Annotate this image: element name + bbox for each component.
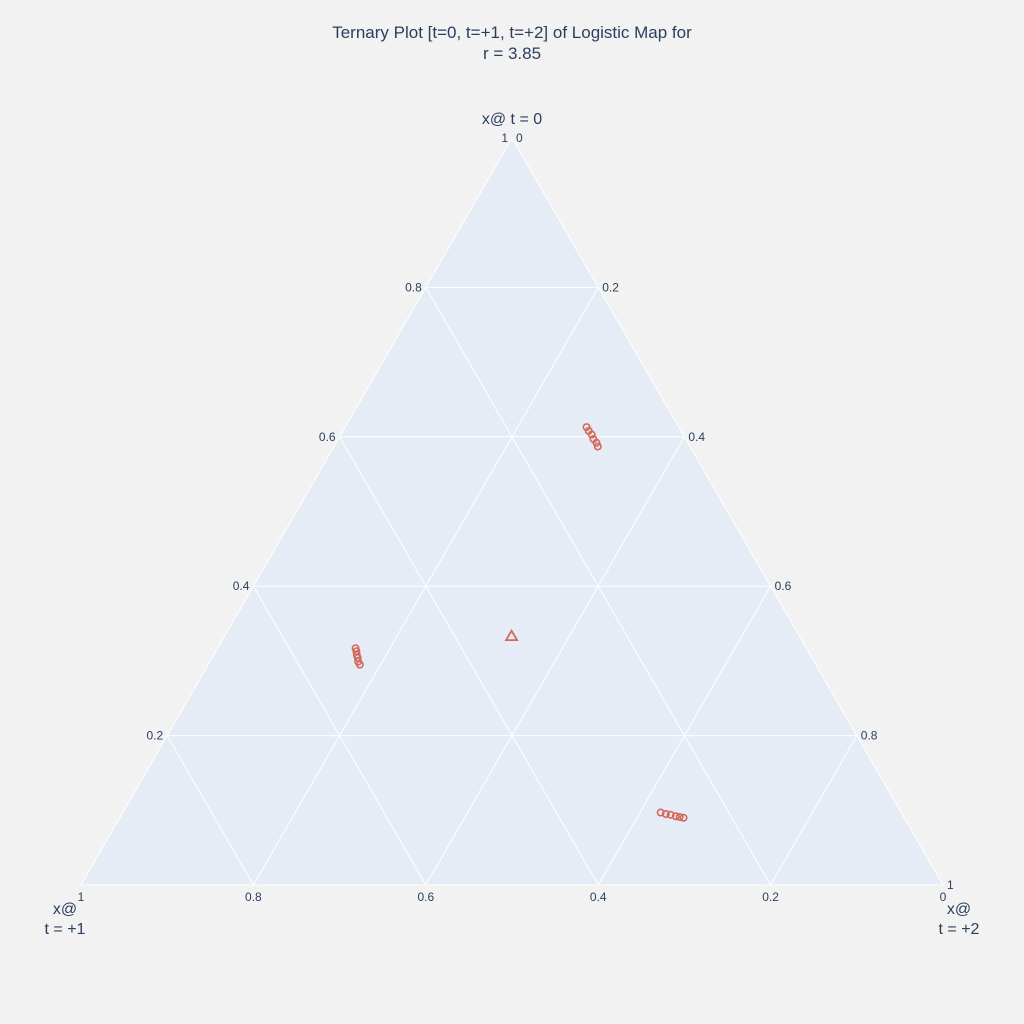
axis-title-b-line1: x@ <box>53 901 77 918</box>
grid-line-b <box>252 585 427 886</box>
data-point <box>592 438 601 447</box>
data-point <box>675 813 684 822</box>
data-point <box>353 653 362 662</box>
data-point-triangle <box>504 628 519 641</box>
data-point <box>593 442 602 451</box>
data-point <box>355 660 364 669</box>
chart-title-line1: Ternary Plot [t=0, t=+1, t=+2] of Logist… <box>332 23 692 42</box>
axis-title-c-line2: t = +2 <box>939 921 980 938</box>
tick-label-b: 0.2 <box>762 890 779 904</box>
ternary-plot-area <box>80 136 944 886</box>
data-point <box>666 810 675 819</box>
grid-lines <box>166 286 858 886</box>
data-point <box>656 808 665 817</box>
tick-label-b: 0.8 <box>245 890 262 904</box>
tick-label-a: 0.2 <box>147 729 164 743</box>
axis-title-a: x@ t = 0 <box>482 111 542 128</box>
grid-line-c <box>425 436 685 886</box>
tick-label-c: 0.8 <box>861 729 878 743</box>
tick-label-b: 0.6 <box>417 890 434 904</box>
tick-label-b: 0 <box>940 890 947 904</box>
data-point <box>661 810 670 819</box>
tick-label-b: 1 <box>78 890 85 904</box>
grid-line-c <box>770 735 858 886</box>
tick-label-b: 0.4 <box>590 890 607 904</box>
grid-line-b <box>166 735 254 886</box>
tick-label-a: 0.8 <box>405 280 422 294</box>
tick-label-c: 0.4 <box>688 430 705 444</box>
tick-label-a: 0.6 <box>319 430 336 444</box>
axis-title-c-line1: x@ <box>947 901 971 918</box>
tick-label-a: 1 <box>501 131 508 145</box>
chart-title-line2: r = 3.85 <box>483 44 541 63</box>
data-point <box>587 430 596 439</box>
data-point <box>679 813 688 822</box>
tick-label-c: 0.2 <box>602 280 619 294</box>
grid-line-b <box>339 436 599 886</box>
tick-label-c: 1 <box>947 878 954 892</box>
tick-label-a: 0.4 <box>233 579 250 593</box>
axis-title-b-line2: t = +1 <box>45 921 86 938</box>
data-point <box>671 812 680 821</box>
tick-labels: 0.2 0.4 0.6 0.8 1 1 0.8 0.6 0.4 0.2 0 0 0.2 0.4 0.6 0.8… <box>78 131 954 904</box>
tick-label-c: 0 <box>516 131 523 145</box>
grid-line-c <box>597 585 772 886</box>
tick-label-c: 0.6 <box>775 579 792 593</box>
data-markers <box>351 423 688 822</box>
